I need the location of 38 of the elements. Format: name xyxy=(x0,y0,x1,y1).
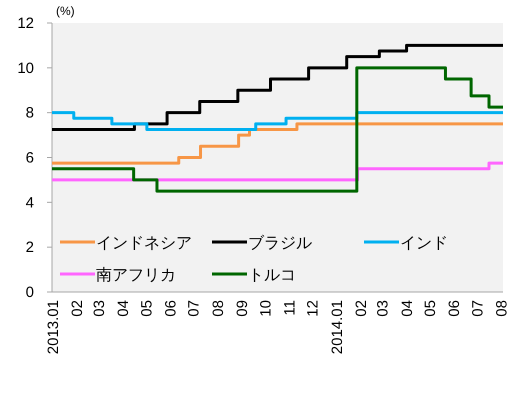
x-tick-label: 08 xyxy=(210,300,227,317)
y-tick-label: 12 xyxy=(17,15,34,32)
y-tick-label: 6 xyxy=(26,150,34,166)
x-tick-label: 2013.01 xyxy=(45,300,62,354)
x-tick-label: 11 xyxy=(281,300,298,316)
y-tick-label: 2 xyxy=(26,239,34,256)
legend-label: トルコ xyxy=(248,267,296,284)
x-tick-label: 05 xyxy=(138,300,156,317)
x-tick-label: 06 xyxy=(162,300,180,317)
x-tick-label: 12 xyxy=(304,300,322,317)
x-tick-label: 08 xyxy=(494,300,511,317)
x-tick-label: 04 xyxy=(398,300,416,317)
legend-label: インドネシア xyxy=(96,235,192,252)
x-tick-label: 03 xyxy=(90,300,108,317)
y-tick-label: 0 xyxy=(26,284,34,301)
legend-item: ブラジル xyxy=(212,235,312,252)
legend-item: インド xyxy=(364,235,448,252)
x-tick-label: 07 xyxy=(186,300,203,317)
y-axis-title: (%) xyxy=(56,4,75,18)
x-tick-label: 03 xyxy=(374,300,392,317)
x-tick-label: 02 xyxy=(69,300,86,317)
legend-item: 南アフリカ xyxy=(60,267,176,284)
legend-label: インド xyxy=(400,235,448,252)
x-tick-label: 10 xyxy=(257,300,274,317)
x-tick-label: 09 xyxy=(234,300,251,317)
x-tick-label: 2014.01 xyxy=(328,300,346,354)
x-tick-label: 02 xyxy=(352,300,370,317)
x-tick-label: 04 xyxy=(114,300,132,317)
y-tick-label: 8 xyxy=(26,104,34,122)
x-tick-label: 06 xyxy=(446,300,464,317)
legend-item: トルコ xyxy=(212,267,296,284)
legend-item: インドネシア xyxy=(60,235,192,252)
y-tick-label: 10 xyxy=(17,60,34,77)
y-tick-label: 4 xyxy=(26,194,34,212)
x-tick-label: 07 xyxy=(470,300,487,317)
x-tick-label: 05 xyxy=(422,300,440,317)
legend-label: ブラジル xyxy=(248,234,312,252)
legend-label: 南アフリカ xyxy=(96,266,176,284)
